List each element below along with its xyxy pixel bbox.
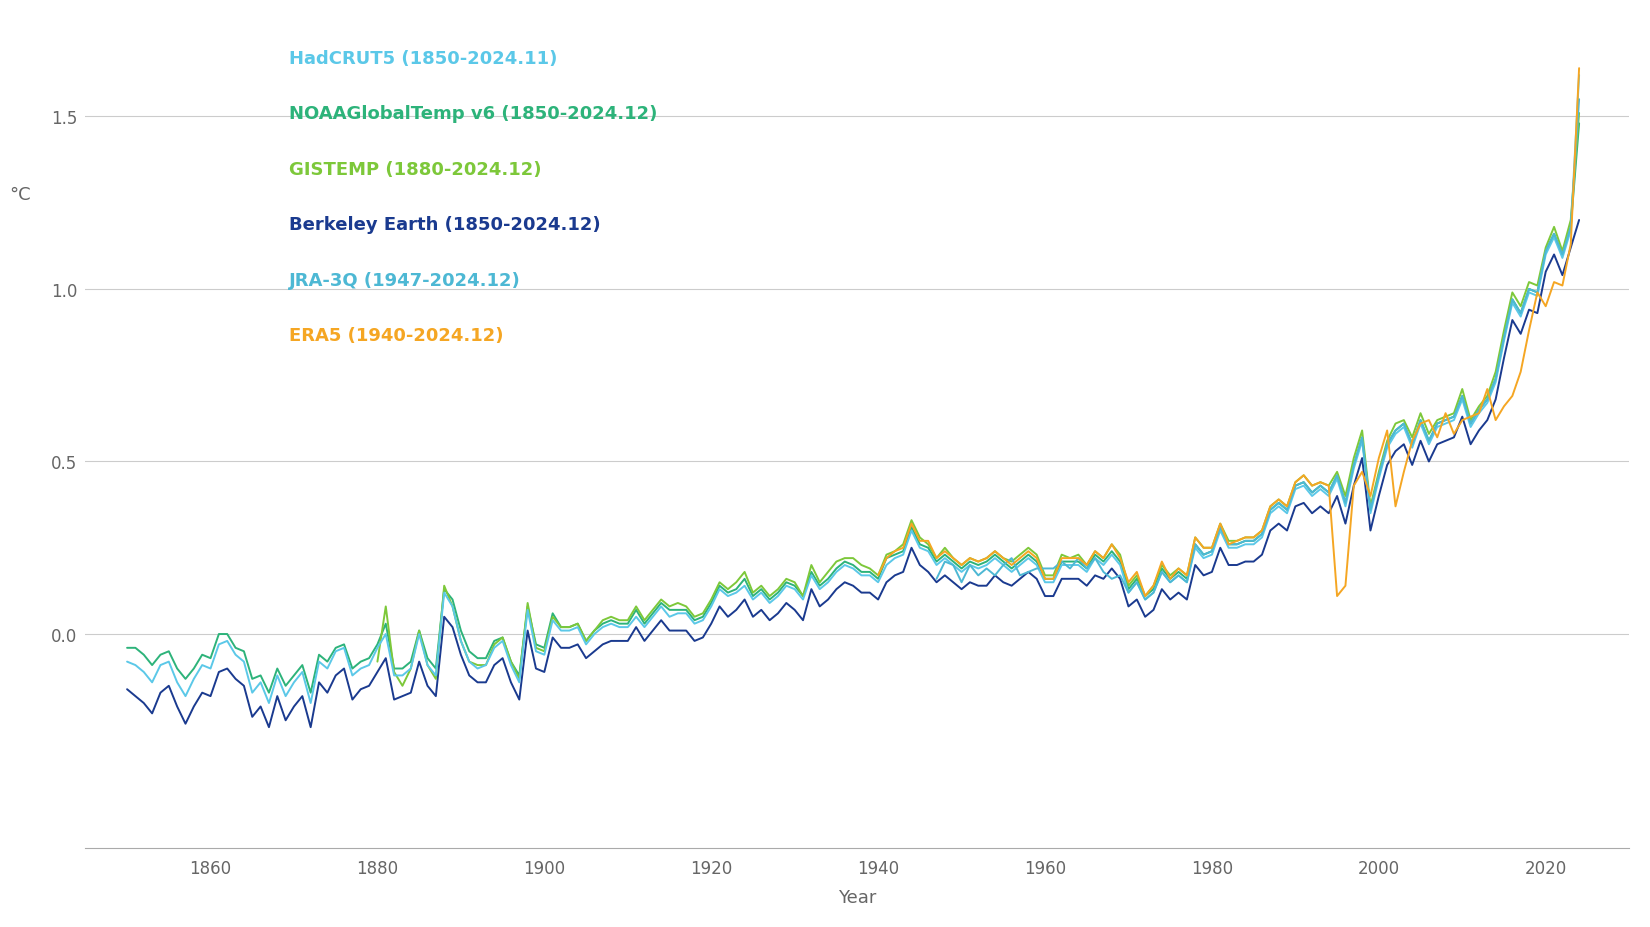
Y-axis label: °C: °C (10, 186, 31, 204)
Text: Berkeley Earth (1850-2024.12): Berkeley Earth (1850-2024.12) (289, 216, 601, 234)
Text: JRA-3Q (1947-2024.12): JRA-3Q (1947-2024.12) (289, 272, 521, 289)
X-axis label: Year: Year (838, 888, 876, 907)
Text: NOAAGlobalTemp v6 (1850-2024.12): NOAAGlobalTemp v6 (1850-2024.12) (289, 105, 657, 123)
Text: ERA5 (1940-2024.12): ERA5 (1940-2024.12) (289, 327, 503, 345)
Text: GISTEMP (1880-2024.12): GISTEMP (1880-2024.12) (289, 160, 541, 179)
Text: HadCRUT5 (1850-2024.11): HadCRUT5 (1850-2024.11) (289, 50, 558, 68)
